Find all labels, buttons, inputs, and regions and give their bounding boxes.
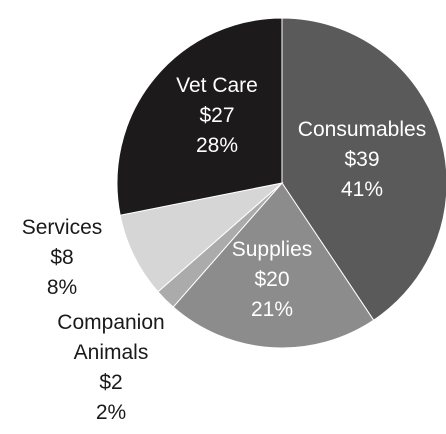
pie-label-supplies: Supplies $20 21% <box>232 238 313 321</box>
pie-label-name: Animals <box>74 341 149 364</box>
pie-label-percent: 41% <box>341 178 383 201</box>
pie-label-name: Vet Care <box>176 74 258 97</box>
pie-label-name: Supplies <box>232 238 313 261</box>
pie-label-value: $27 <box>199 104 234 127</box>
pie-label-vet-care: Vet Care $27 28% <box>176 74 258 157</box>
pie-label-value: $39 <box>344 148 379 171</box>
pie-label-value: $8 <box>50 246 73 269</box>
pie-label-percent: 8% <box>47 276 77 299</box>
pie-slice-supplies <box>172 182 375 349</box>
pie-label-percent: 28% <box>196 134 238 157</box>
pie-label-value: $2 <box>99 371 122 394</box>
pie-label-percent: 21% <box>251 298 293 321</box>
pie-label-name: Consumables <box>298 118 426 141</box>
pie-label-services: Services $8 8% <box>22 216 103 299</box>
pie-slice-services <box>119 182 284 293</box>
pie-slices <box>116 17 446 349</box>
pie-label-companion-animals: Companion Animals $2 2% <box>57 311 164 424</box>
pie-label-consumables: Consumables $39 41% <box>298 118 426 201</box>
pie-slice-vet-care <box>116 17 283 216</box>
pie-label-percent: 2% <box>96 401 126 424</box>
pie-label-name: Services <box>22 216 103 239</box>
pie-label-name: Companion <box>57 311 164 334</box>
pie-slice-consumables <box>281 17 446 321</box>
pie-label-value: $20 <box>254 268 289 291</box>
pie-labels: Consumables $39 41% Supplies $20 21% Companion… <box>22 74 426 424</box>
